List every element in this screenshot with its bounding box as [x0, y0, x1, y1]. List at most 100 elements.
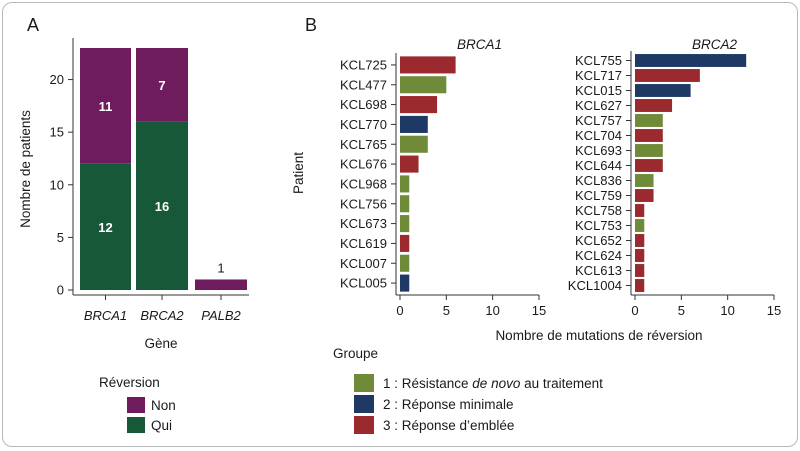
- patient-label: KCL758: [575, 203, 622, 218]
- patient-label: KCL619: [340, 236, 387, 251]
- bar: [400, 215, 410, 233]
- bar: [400, 115, 428, 133]
- x-tick-label: BRCA1: [84, 308, 127, 323]
- patient-label: KCL725: [340, 57, 387, 72]
- x-tick-label: 0: [396, 303, 403, 318]
- bar: [400, 195, 410, 213]
- y-tick-label: 15: [50, 125, 64, 140]
- panel-a-stacked-bar-chart: 0 5 10 15 20 Nombre de patients 12 11 BRCA1 16 7 BR…: [18, 38, 249, 351]
- bar: [635, 54, 747, 67]
- bar: [635, 174, 654, 187]
- bar: [400, 155, 419, 173]
- x-axis-title: Gène: [144, 336, 177, 351]
- patient-label: KCL759: [575, 188, 622, 203]
- patient-label: KCL652: [575, 233, 622, 248]
- bar: [635, 129, 663, 142]
- patient-label: KCL673: [340, 216, 387, 231]
- patient-axis-title: Patient: [291, 152, 306, 194]
- bar: [635, 234, 645, 247]
- patient-label: KCL007: [340, 256, 387, 271]
- reversion-legend: Réversion Non Qui: [99, 375, 176, 433]
- legend-swatch-group-1: [354, 374, 374, 392]
- legend-label-group-1: 1 : Résistance de novo au traitement: [383, 376, 603, 391]
- y-tick-label: 0: [57, 283, 64, 298]
- patient-label: KCL627: [575, 98, 622, 113]
- patient-label: KCL005: [340, 276, 387, 291]
- bar-value-label: 11: [99, 99, 113, 114]
- bar-segment-qui: [136, 121, 188, 290]
- bar: [400, 234, 410, 252]
- x-tick-label: 5: [678, 303, 685, 318]
- bar: [400, 254, 410, 272]
- legend-swatch-non: [127, 397, 145, 413]
- bar: [635, 144, 663, 157]
- patient-label: KCL1004: [568, 278, 622, 293]
- panel-b-brca1-chart: BRCA1 KCL725 KCL477 KCL698 KCL770 KCL765 KCL67…: [291, 37, 703, 343]
- panel-label-a: A: [27, 15, 39, 35]
- patient-label: KCL968: [340, 176, 387, 191]
- patient-label: KCL836: [575, 173, 622, 188]
- groupe-legend: Groupe 1 : Résistance de novo au traiteme…: [333, 346, 603, 434]
- bar: [635, 114, 663, 127]
- bar: [635, 264, 645, 277]
- bar-value-label: 16: [155, 199, 169, 214]
- bar-segment-qui: [80, 163, 131, 290]
- x-tick-label: BRCA2: [140, 308, 184, 323]
- patient-label: KCL698: [340, 97, 387, 112]
- bar: [635, 69, 700, 82]
- legend-swatch-qui: [127, 417, 145, 433]
- bar-segment-non: [195, 279, 247, 290]
- patient-label: KCL770: [340, 117, 387, 132]
- shared-x-axis-title: Nombre de mutations de réversion: [495, 328, 702, 343]
- y-tick-label: 10: [50, 177, 64, 192]
- patient-label: KCL693: [575, 143, 622, 158]
- patient-label: KCL644: [575, 158, 622, 173]
- patient-label: KCL756: [340, 196, 387, 211]
- bar: [400, 175, 410, 193]
- x-tick-label: 15: [532, 303, 546, 318]
- x-tick-label: 0: [631, 303, 638, 318]
- patient-label: KCL753: [575, 218, 622, 233]
- x-tick-label: 5: [443, 303, 450, 318]
- legend-swatch-group-2: [354, 395, 374, 413]
- bar: [635, 84, 691, 97]
- y-tick-label: 5: [57, 230, 64, 245]
- legend-label-qui: Qui: [151, 418, 172, 433]
- panel-b-brca2-chart: BRCA2 KCL755KCL717KCL015KCL627KCL757KCL70…: [568, 37, 781, 318]
- x-tick-label: 15: [767, 303, 781, 318]
- bar: [635, 279, 645, 292]
- bar: [400, 96, 438, 114]
- patient-label: KCL755: [575, 53, 622, 68]
- legend-swatch-group-3: [354, 416, 374, 434]
- bar: [635, 159, 663, 172]
- bar-value-label: 12: [98, 220, 112, 235]
- bar: [635, 219, 645, 232]
- patient-label: KCL765: [340, 137, 387, 152]
- y-tick-label: 20: [50, 72, 64, 87]
- bar: [635, 99, 673, 112]
- subplot-title: BRCA2: [692, 37, 738, 52]
- bar: [400, 56, 456, 74]
- bar: [400, 274, 410, 292]
- x-tick-label: 10: [485, 303, 499, 318]
- bar-segment-non: [80, 48, 131, 164]
- patient-label: KCL477: [340, 77, 387, 92]
- patient-label: KCL624: [575, 248, 622, 263]
- bar-value-label: 7: [158, 78, 165, 93]
- bar-segment-non: [136, 48, 188, 122]
- legend-label-group-3: 3 : Réponse d’emblée: [383, 418, 514, 433]
- bar: [635, 204, 645, 217]
- bar: [400, 76, 447, 94]
- bar: [400, 135, 428, 153]
- legend-label-group-2: 2 : Réponse minimale: [383, 397, 514, 412]
- patient-label: KCL613: [575, 263, 622, 278]
- patient-label: KCL676: [340, 157, 387, 172]
- x-tick-label: 10: [720, 303, 734, 318]
- x-tick-label: PALB2: [201, 308, 241, 323]
- subplot-title: BRCA1: [457, 37, 502, 52]
- bar-value-label: 1: [217, 260, 224, 275]
- bar: [635, 189, 654, 202]
- panel-label-b: B: [305, 15, 317, 35]
